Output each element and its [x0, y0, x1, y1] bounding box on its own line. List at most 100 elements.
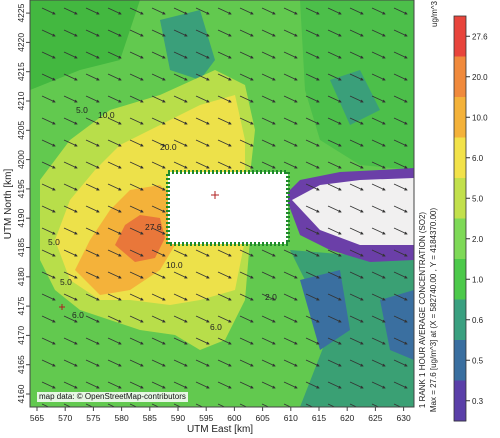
- y-tick-label: 4185: [16, 238, 26, 257]
- wind-arrow: [327, 403, 336, 407]
- wind-arrow: [195, 51, 210, 59]
- colorbar-ticks: 27.6 20.0 10.0 6.0 5.0 2.0 1.0 0.6 0.5 0.3: [466, 32, 488, 406]
- wind-arrow: [63, 29, 78, 37]
- wind-arrow: [305, 293, 320, 301]
- y-tick-label: 4180: [16, 267, 26, 286]
- wind-arrow: [173, 139, 188, 147]
- wind-arrow: [239, 293, 254, 301]
- wind-arrow: [239, 95, 254, 103]
- wind-arrow: [151, 249, 166, 257]
- contour-label: 10.0: [166, 260, 183, 270]
- y-tick-label: 4170: [16, 326, 26, 345]
- concentration-map[interactable]: 5.0 10.0 20.0 27.6 5.0 6.0 6.0 10.0 5.0 …: [30, 0, 414, 410]
- wind-arrow: [349, 205, 364, 213]
- y-tick-label: 4200: [16, 150, 26, 169]
- wind-arrow: [85, 359, 100, 367]
- x-tick-label: 625: [368, 413, 382, 423]
- wind-arrow: [327, 271, 342, 279]
- wind-arrow: [85, 95, 100, 103]
- wind-arrow: [129, 51, 144, 59]
- wind-arrow: [107, 95, 122, 103]
- wind-arrow: [107, 183, 122, 191]
- wind-arrow: [239, 381, 254, 389]
- wind-arrow: [63, 359, 78, 367]
- wind-arrow: [305, 7, 320, 15]
- wind-arrow: [371, 315, 386, 323]
- wind-arrow: [371, 161, 386, 169]
- wind-arrow: [393, 73, 408, 81]
- wind-arrow: [239, 139, 254, 147]
- wind-arrow: [63, 117, 78, 125]
- wind-arrow: [151, 293, 166, 301]
- wind-arrow: [217, 359, 232, 367]
- x-tick-label: 610: [284, 413, 298, 423]
- wind-arrow: [85, 139, 100, 147]
- wind-arrow: [283, 381, 298, 389]
- wind-arrow: [283, 359, 298, 367]
- wind-arrow: [349, 51, 364, 59]
- x-tick-label: 600: [227, 413, 241, 423]
- wind-arrow: [393, 337, 408, 345]
- wind-arrow: [41, 205, 56, 213]
- wind-arrow: [107, 139, 122, 147]
- wind-arrow: [85, 315, 100, 323]
- wind-arrow: [41, 73, 56, 81]
- wind-arrow: [41, 249, 56, 257]
- wind-arrow: [261, 359, 276, 367]
- wind-arrow: [151, 29, 166, 37]
- wind-arrow: [41, 51, 56, 59]
- wind-arrow: [217, 95, 232, 103]
- y-tick-label: 4220: [16, 33, 26, 52]
- wind-arrow: [217, 271, 232, 279]
- source-area[interactable]: [166, 170, 290, 246]
- wind-arrow: [85, 249, 100, 257]
- wind-arrow: [151, 117, 166, 125]
- wind-arrow: [173, 315, 188, 323]
- wind-arrow: [195, 117, 210, 125]
- wind-arrow: [63, 293, 78, 301]
- colorbar-caption-max: Max = 27.6 [ug/m^3] at (X = 582740.00 , …: [429, 208, 438, 413]
- wind-arrow: [371, 249, 386, 257]
- wind-arrow: [63, 337, 78, 345]
- wind-arrow: [151, 161, 166, 169]
- wind-arrow: [41, 161, 56, 169]
- wind-arrow: [217, 51, 232, 59]
- wind-arrow: [107, 73, 122, 81]
- contour-label: 6.0: [72, 310, 84, 320]
- wind-arrow: [393, 161, 408, 169]
- colorbar-segment: [454, 97, 466, 138]
- wind-arrow: [217, 249, 232, 257]
- colorbar-caption-title: 1 RANK 1 HOUR AVERAGE CONCENTRATION (SO2…: [418, 212, 427, 409]
- wind-arrow: [305, 73, 320, 81]
- wind-arrow: [393, 403, 402, 407]
- wind-arrow: [261, 73, 276, 81]
- wind-arrow: [327, 227, 342, 235]
- colorbar-unit: ug/m^3: [430, 0, 439, 27]
- wind-arrow: [195, 139, 210, 147]
- x-tick-label: 605: [256, 413, 270, 423]
- wind-arrow: [371, 117, 386, 125]
- wind-arrow: [239, 249, 254, 257]
- wind-arrow: [173, 29, 188, 37]
- wind-arrow: [107, 271, 122, 279]
- wind-arrow: [195, 337, 210, 345]
- y-tick-label: 4205: [16, 121, 26, 140]
- x-tick-label: 565: [30, 413, 44, 423]
- wind-arrow: [107, 29, 122, 37]
- wind-arrow: [151, 73, 166, 81]
- wind-arrow: [261, 381, 276, 389]
- colorbar-segment: [454, 56, 466, 98]
- wind-arrow: [327, 293, 342, 301]
- wind-arrow: [349, 271, 364, 279]
- contour-label: 5.0: [76, 105, 88, 115]
- wind-arrow: [107, 337, 122, 345]
- y-tick-label: 4160: [16, 384, 26, 403]
- wind-arrow: [349, 29, 364, 37]
- wind-arrow: [85, 271, 100, 279]
- wind-arrow: [305, 337, 320, 345]
- wind-arrow: [151, 381, 166, 389]
- wind-arrow: [283, 293, 298, 301]
- wind-arrow: [173, 7, 188, 15]
- wind-arrow: [195, 315, 210, 323]
- wind-arrow: [195, 359, 210, 367]
